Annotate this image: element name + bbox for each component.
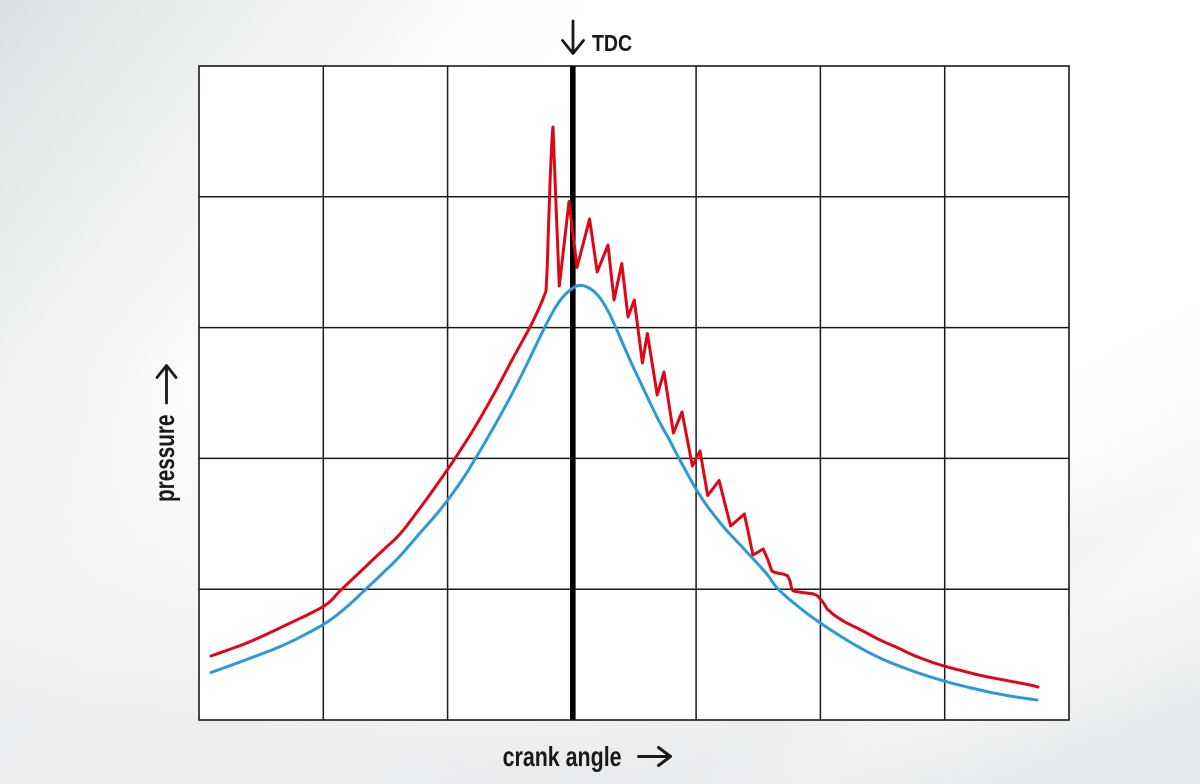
svg-text:TDC: TDC: [592, 31, 632, 57]
svg-text:crank angle: crank angle: [503, 741, 622, 772]
svg-text:pressure: pressure: [150, 414, 181, 502]
